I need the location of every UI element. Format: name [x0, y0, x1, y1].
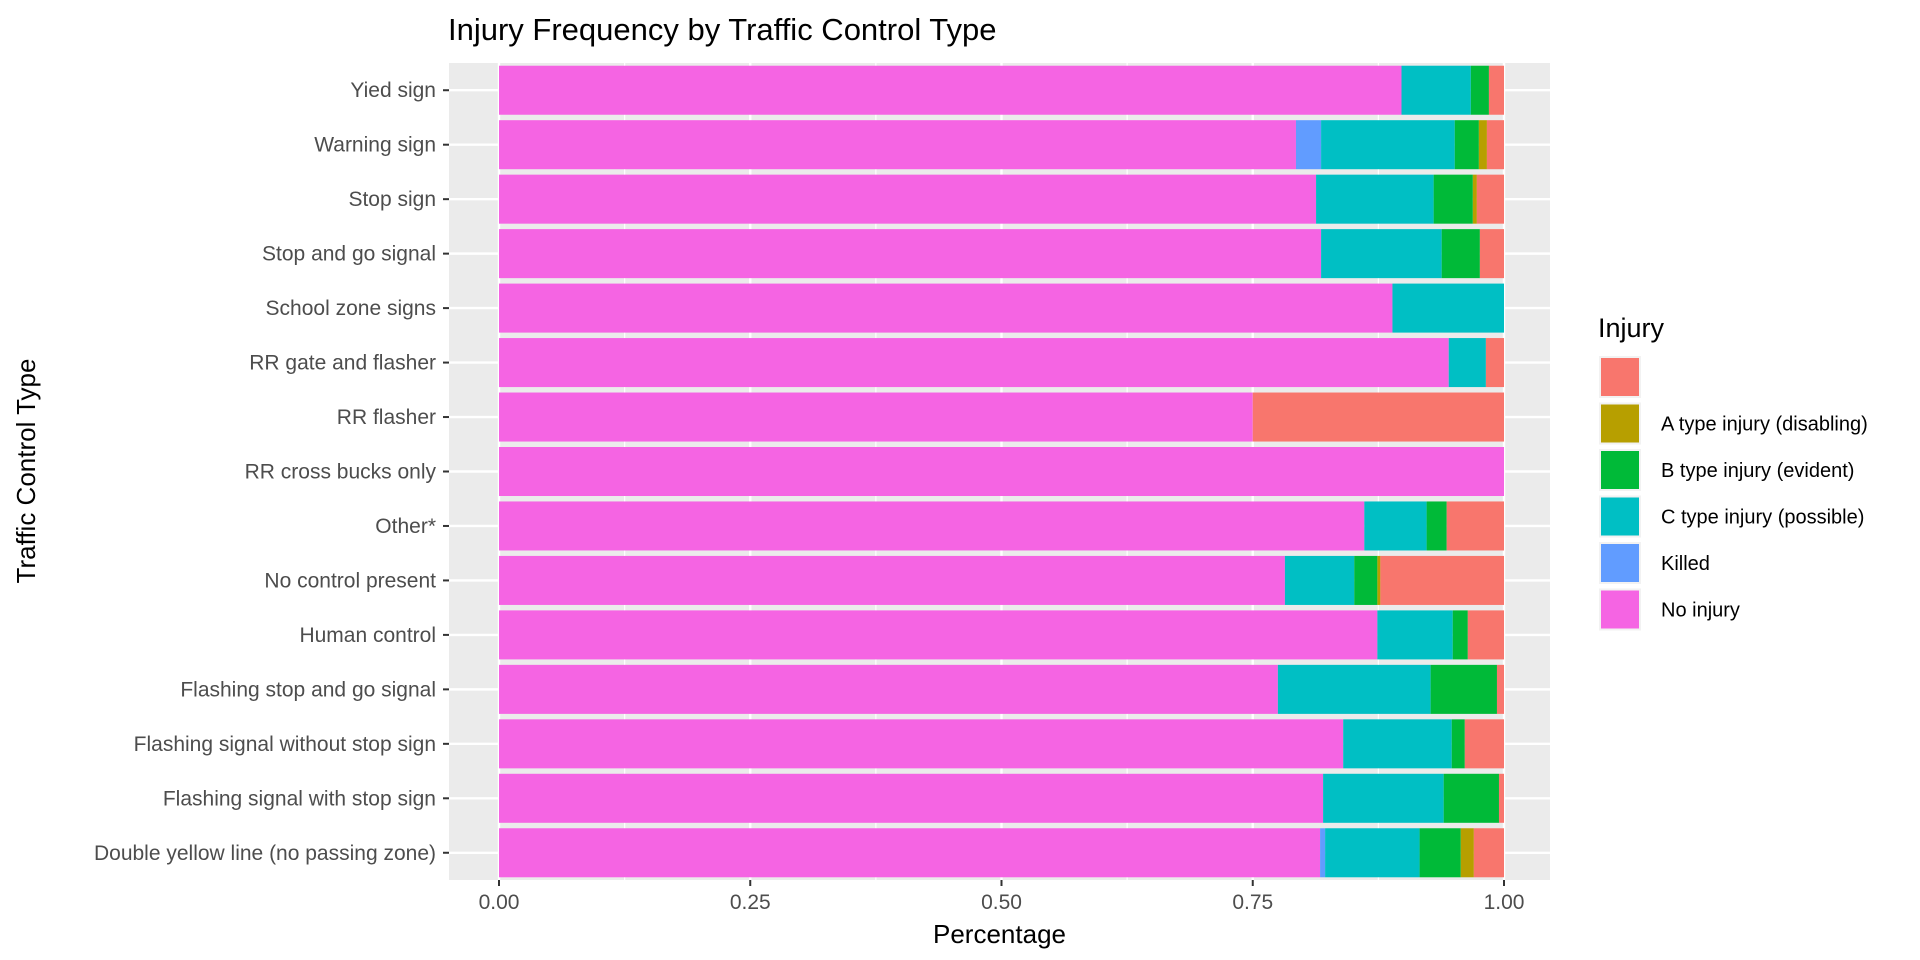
bar-segment [499, 555, 1285, 605]
legend-key [1601, 451, 1639, 489]
y-tick-label: Flashing signal with stop sign [163, 787, 436, 810]
legend-key [1601, 590, 1639, 629]
bar-segment [1354, 555, 1378, 605]
bar-segment [499, 229, 1322, 279]
bar-segment [1470, 65, 1489, 115]
bar-segment [1321, 120, 1455, 170]
bar-segment [1460, 828, 1474, 878]
bar-segment [1452, 610, 1468, 660]
bar-segment [1467, 610, 1504, 660]
chart-title: Injury Frequency by Traffic Control Type [448, 12, 997, 47]
bar-segment [1325, 828, 1420, 878]
bar-segment [499, 283, 1393, 333]
bar-segment [1430, 664, 1497, 714]
bar-segment [1448, 338, 1486, 388]
y-tick-label: Flashing stop and go signal [180, 678, 436, 701]
bar-segment [1472, 174, 1477, 224]
bars [499, 65, 1504, 878]
bar-segment [1479, 229, 1504, 279]
bar-segment [1426, 501, 1447, 551]
bar-segment [499, 65, 1402, 115]
x-tick-label: 0.50 [981, 891, 1022, 914]
bar-segment [499, 664, 1278, 714]
bar-segment [1496, 664, 1504, 714]
y-tick-label: Stop and go signal [262, 243, 436, 266]
y-tick-label: RR flasher [337, 406, 436, 429]
bar-segment [1284, 555, 1355, 605]
bar-segment [1478, 120, 1487, 170]
y-tick-label: Double yellow line (no passing zone) [94, 842, 436, 865]
bar-segment [1323, 773, 1444, 823]
y-tick-label: Flashing signal without stop sign [134, 733, 436, 756]
bar-segment [1392, 283, 1504, 333]
x-axis: 0.00 0.25 0.50 0.75 1.00 [479, 880, 1525, 914]
bar-segment [1486, 120, 1504, 170]
bar-segment [499, 501, 1365, 551]
bar-segment [1433, 174, 1473, 224]
bar-segment [499, 446, 1504, 497]
y-tick-label: Stop sign [348, 188, 436, 211]
y-tick-label: RR cross bucks only [245, 461, 437, 484]
bar-segment [1464, 719, 1504, 769]
legend-key [1601, 404, 1639, 443]
legend-label: B type injury (evident) [1661, 460, 1854, 482]
bar-segment [1419, 828, 1461, 878]
bar-segment [1473, 828, 1504, 878]
legend-label: Killed [1661, 553, 1710, 575]
bar-segment [499, 828, 1321, 878]
bar-segment [1451, 719, 1465, 769]
bar-segment [1446, 501, 1504, 551]
bar-segment [1295, 120, 1322, 170]
legend: Injury A type injury (disabling) B type i… [1598, 313, 1868, 631]
bar-segment [1485, 338, 1504, 388]
x-tick-label: 0.00 [479, 891, 520, 914]
bar-segment [1320, 828, 1326, 878]
bar-segment [1377, 555, 1381, 605]
y-tick-label: No control present [264, 569, 436, 592]
bar-segment [1321, 229, 1442, 279]
y-axis: Yied sign Warning sign Stop sign Stop and g… [94, 79, 449, 865]
bar-segment [499, 120, 1296, 170]
bar-segment [1252, 392, 1504, 442]
bar-segment [499, 338, 1449, 388]
legend-label: C type injury (possible) [1661, 507, 1864, 529]
bar-segment [1488, 65, 1504, 115]
legend-key [1601, 544, 1639, 582]
bar-segment [499, 392, 1253, 442]
bar-segment [1498, 773, 1504, 823]
bar-segment [1364, 501, 1427, 551]
bar-segment [1476, 174, 1504, 224]
x-tick-label: 0.25 [730, 891, 771, 914]
y-axis-title: Traffic Control Type [11, 359, 41, 584]
bar-segment [499, 610, 1378, 660]
bar-segment [499, 773, 1324, 823]
bar-segment [1380, 555, 1504, 605]
legend-key [1601, 358, 1639, 396]
y-tick-label: Warning sign [314, 134, 436, 157]
bar-segment [1443, 773, 1499, 823]
legend-key [1601, 497, 1639, 536]
legend-title: Injury [1598, 313, 1665, 343]
x-tick-label: 0.75 [1232, 891, 1273, 914]
y-tick-label: Yied sign [350, 79, 436, 102]
y-tick-label: School zone signs [266, 297, 436, 320]
bar-segment [1377, 610, 1453, 660]
y-tick-label: Human control [299, 624, 436, 647]
bar-segment [1316, 174, 1434, 224]
bar-segment [1441, 229, 1480, 279]
y-tick-label: RR gate and flasher [249, 352, 436, 375]
bar-segment [1401, 65, 1471, 115]
legend-label: No injury [1661, 600, 1740, 622]
y-tick-label: Other* [375, 515, 436, 538]
x-tick-label: 1.00 [1484, 891, 1525, 914]
legend-label: A type injury (disabling) [1661, 414, 1868, 436]
x-axis-title: Percentage [933, 919, 1066, 949]
bar-segment [1343, 719, 1452, 769]
bar-segment [1277, 664, 1431, 714]
bar-segment [1454, 120, 1479, 170]
bar-segment [499, 174, 1317, 224]
bar-segment [499, 719, 1344, 769]
